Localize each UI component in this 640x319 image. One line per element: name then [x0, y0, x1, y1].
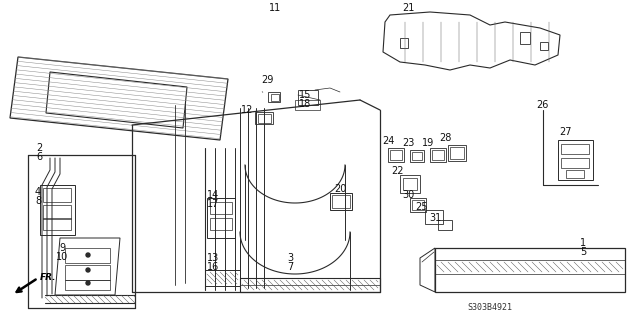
Bar [425, 210, 443, 224]
Text: 7: 7 [287, 262, 293, 272]
Bar [520, 32, 530, 44]
Bar [558, 140, 593, 180]
Bar [540, 42, 548, 50]
Text: 4: 4 [35, 187, 41, 197]
Bar [268, 92, 280, 102]
Text: FR.: FR. [40, 273, 56, 283]
Bar [240, 278, 380, 292]
Bar [205, 270, 240, 286]
Text: 29: 29 [261, 75, 273, 85]
Bar [448, 145, 466, 161]
Bar [255, 112, 273, 124]
Bar [400, 38, 408, 48]
Text: 13: 13 [207, 253, 219, 263]
Bar [412, 200, 424, 210]
Text: 1: 1 [580, 238, 586, 248]
Bar [65, 248, 110, 263]
Text: 27: 27 [559, 127, 572, 137]
Text: 11: 11 [269, 3, 281, 13]
Bar [410, 150, 424, 162]
Bar [430, 148, 446, 162]
Text: 3: 3 [287, 253, 293, 263]
Bar [43, 188, 71, 202]
Text: 20: 20 [334, 184, 346, 194]
Bar [271, 94, 279, 101]
Text: 18: 18 [299, 99, 311, 109]
Bar [410, 198, 426, 212]
Text: S303B4921: S303B4921 [467, 303, 513, 313]
Circle shape [86, 268, 90, 272]
Text: 26: 26 [536, 100, 548, 110]
Bar [43, 205, 71, 219]
Bar [566, 170, 584, 178]
Bar [332, 195, 350, 208]
Circle shape [86, 281, 90, 285]
Bar [207, 198, 235, 238]
Text: 2: 2 [36, 143, 42, 153]
Text: 17: 17 [207, 199, 219, 209]
Bar [330, 193, 352, 210]
Bar [295, 100, 320, 110]
Bar [65, 280, 110, 290]
Text: 30: 30 [402, 190, 414, 200]
Bar [432, 150, 444, 160]
Text: 23: 23 [402, 138, 414, 148]
Bar [210, 202, 232, 214]
Text: 28: 28 [439, 133, 451, 143]
Text: 8: 8 [35, 196, 41, 206]
Bar [388, 148, 404, 162]
Bar [403, 178, 417, 190]
Bar [561, 158, 589, 168]
Text: 24: 24 [382, 136, 394, 146]
Text: 12: 12 [241, 105, 253, 115]
Text: 6: 6 [36, 152, 42, 162]
Text: 22: 22 [391, 166, 403, 176]
Bar [438, 220, 452, 230]
Text: 5: 5 [580, 247, 586, 257]
Text: 31: 31 [429, 213, 441, 223]
Bar [65, 265, 110, 280]
Bar [258, 114, 271, 123]
Text: 19: 19 [422, 138, 434, 148]
Text: 14: 14 [207, 190, 219, 200]
Bar [435, 248, 625, 292]
Bar [412, 152, 422, 160]
Bar [43, 218, 71, 230]
Bar [210, 218, 232, 230]
Bar [390, 150, 402, 160]
Circle shape [86, 253, 90, 257]
Text: 25: 25 [416, 202, 428, 212]
Bar [400, 175, 420, 193]
Bar [561, 144, 589, 154]
Text: 15: 15 [299, 90, 311, 100]
Bar [450, 147, 464, 159]
Text: 21: 21 [402, 3, 414, 13]
Bar [298, 90, 318, 105]
Text: 10: 10 [56, 252, 68, 262]
Text: 16: 16 [207, 262, 219, 272]
Text: 9: 9 [59, 243, 65, 253]
